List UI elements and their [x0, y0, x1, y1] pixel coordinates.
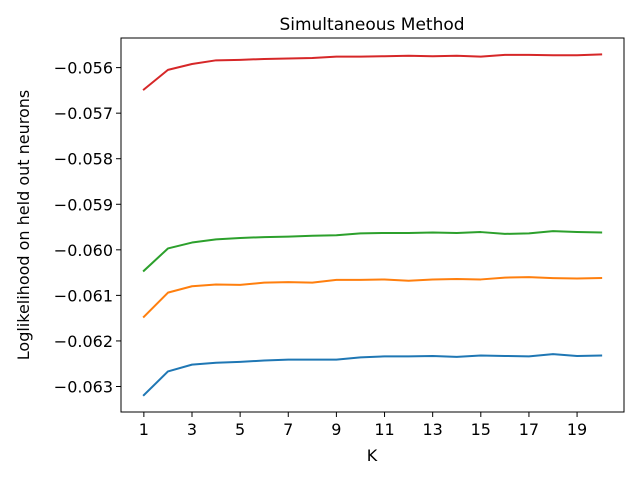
x-tick-label: 11 — [374, 420, 394, 439]
x-tick-label: 5 — [235, 420, 245, 439]
y-tick-label: −0.056 — [54, 59, 113, 78]
x-tick-label: 1 — [139, 420, 149, 439]
x-tick-label: 3 — [187, 420, 197, 439]
x-tick-label: 9 — [331, 420, 341, 439]
y-tick-label: −0.058 — [54, 150, 113, 169]
plot-frame — [120, 37, 625, 413]
x-tick-label: 17 — [519, 420, 539, 439]
series-layer — [142, 53, 603, 397]
y-tick-label: −0.062 — [54, 332, 113, 351]
series-line-1 — [142, 53, 603, 91]
series-line-3 — [142, 276, 603, 319]
series-line-2 — [142, 230, 603, 273]
y-tick-label: −0.059 — [54, 195, 113, 214]
x-tick-label: 19 — [567, 420, 587, 439]
y-axis-label: Loglikelihood on held out neurons — [14, 90, 33, 360]
x-tick-label: 15 — [471, 420, 491, 439]
series-line-4 — [142, 353, 603, 397]
y-axis: −0.056 −0.057 −0.058 −0.059 −0.060 −0.061 −0.0… — [54, 59, 121, 396]
x-axis-label: K — [367, 446, 378, 465]
y-tick-label: −0.057 — [54, 104, 113, 123]
x-axis: 1 3 5 7 9 11 13 15 17 19 — [139, 412, 587, 439]
y-tick-label: −0.063 — [54, 377, 113, 396]
x-tick-label: 13 — [422, 420, 442, 439]
y-tick-label: −0.060 — [54, 241, 113, 260]
y-tick-label: −0.061 — [54, 286, 113, 305]
x-tick-label: 7 — [283, 420, 293, 439]
chart-title: Simultaneous Method — [279, 15, 464, 35]
